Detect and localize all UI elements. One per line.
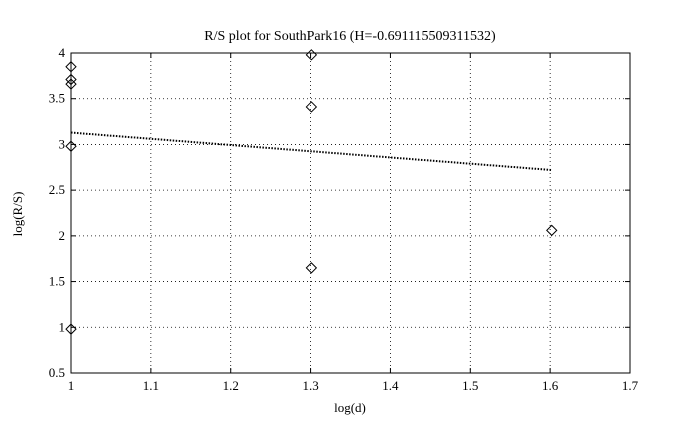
x-axis-label: log(d) xyxy=(334,400,366,415)
y-tick-label: 2 xyxy=(59,228,66,243)
y-tick-label: 3.5 xyxy=(49,91,65,106)
x-tick-label: 1.4 xyxy=(382,378,399,393)
fit-line xyxy=(70,131,552,172)
x-tick-label: 1 xyxy=(68,378,75,393)
y-axis-label: log(R/S) xyxy=(10,192,25,237)
data-points xyxy=(65,49,558,335)
x-tick-label: 1.6 xyxy=(542,378,559,393)
chart-title: R/S plot for SouthPark16 (H=-0.691115509… xyxy=(204,29,496,44)
data-point xyxy=(65,61,77,73)
y-tick-label: 4 xyxy=(59,45,66,60)
x-tick-label: 1.7 xyxy=(622,378,639,393)
x-tick-label: 1.2 xyxy=(223,378,239,393)
data-point xyxy=(65,73,77,86)
data-point xyxy=(546,224,558,237)
plot-frame xyxy=(70,52,631,374)
y-tick-label: 1.5 xyxy=(49,274,65,289)
x-tick-label: 1.3 xyxy=(302,378,318,393)
y-tick-label: 1 xyxy=(59,319,66,334)
data-point xyxy=(305,101,318,113)
x-tick-label: 1.5 xyxy=(462,378,478,393)
y-tick-label: 2.5 xyxy=(49,182,65,197)
ticks: 1 1.1 1.2 1.3 1.4 1.5 1.6 1.70.511.522.533.54 xyxy=(49,45,639,393)
y-tick-label: 0.5 xyxy=(49,365,65,380)
grid xyxy=(71,53,630,373)
x-tick-label: 1.1 xyxy=(143,378,159,393)
data-point xyxy=(305,49,318,61)
data-point xyxy=(65,140,77,152)
data-point xyxy=(65,78,77,90)
data-point xyxy=(65,323,77,335)
data-point xyxy=(305,262,318,274)
y-tick-label: 3 xyxy=(59,136,66,151)
fit-line-group xyxy=(70,131,552,172)
